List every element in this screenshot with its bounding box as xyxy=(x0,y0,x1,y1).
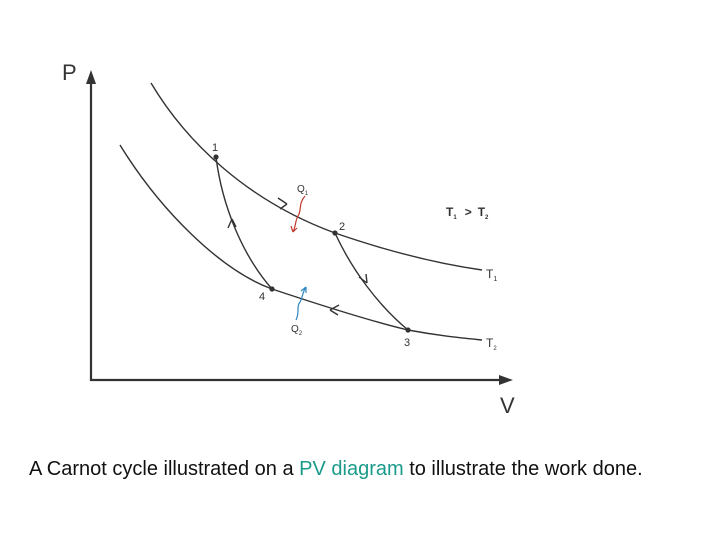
point-1 xyxy=(213,154,219,160)
point-2 xyxy=(332,230,338,236)
heat-out-symbol: Q xyxy=(291,324,299,335)
adiabat-1-4 xyxy=(215,156,273,290)
svg-text:Q2: Q2 xyxy=(291,324,303,337)
point-4 xyxy=(269,286,275,292)
curve-label-t2: T2 xyxy=(486,336,497,352)
arrow-1-2-icon xyxy=(277,197,288,210)
isotherm-t2 xyxy=(119,144,483,341)
temperature-relation: T1 > T2 xyxy=(446,205,489,221)
isotherm-t1 xyxy=(150,82,483,271)
heat-out-subscript: 2 xyxy=(299,331,303,337)
heat-out-arrow-icon xyxy=(295,286,307,321)
point-label-3: 3 xyxy=(404,337,410,349)
heat-out-q2: Q2 xyxy=(291,286,307,337)
arrow-4-1-icon xyxy=(227,218,237,229)
point-label-4: 4 xyxy=(259,291,265,303)
point-label-1: 1 xyxy=(212,142,218,154)
pv-diagram-link[interactable]: PV diagram xyxy=(299,458,404,480)
svg-text:Q1: Q1 xyxy=(297,184,309,197)
pv-diagram: P V 1 2 3 4 Q1 Q2 T1 > T2 T1 T2 xyxy=(62,60,515,418)
axis-label-p: P xyxy=(62,60,77,85)
arrow-3-4-icon xyxy=(329,304,340,316)
caption-text-after: to illustrate the work done. xyxy=(403,458,643,480)
adiabat-2-3 xyxy=(334,232,409,331)
arrow-2-3-icon xyxy=(358,273,368,284)
heat-in-symbol: Q xyxy=(297,184,305,195)
caption-text-before: A Carnot cycle illustrated on a xyxy=(29,458,300,480)
caption: A Carnot cycle illustrated on a PV diagr… xyxy=(29,455,709,483)
p-axis-arrow-icon xyxy=(86,70,96,84)
curve-label-t1: T1 xyxy=(486,267,497,283)
heat-in-subscript: 1 xyxy=(305,191,309,197)
axis-label-v: V xyxy=(500,393,515,418)
point-3 xyxy=(405,327,411,333)
v-axis-arrow-icon xyxy=(499,375,513,385)
heat-in-q1: Q1 xyxy=(290,184,309,233)
point-label-2: 2 xyxy=(339,221,345,233)
heat-in-arrow-icon xyxy=(292,195,306,233)
